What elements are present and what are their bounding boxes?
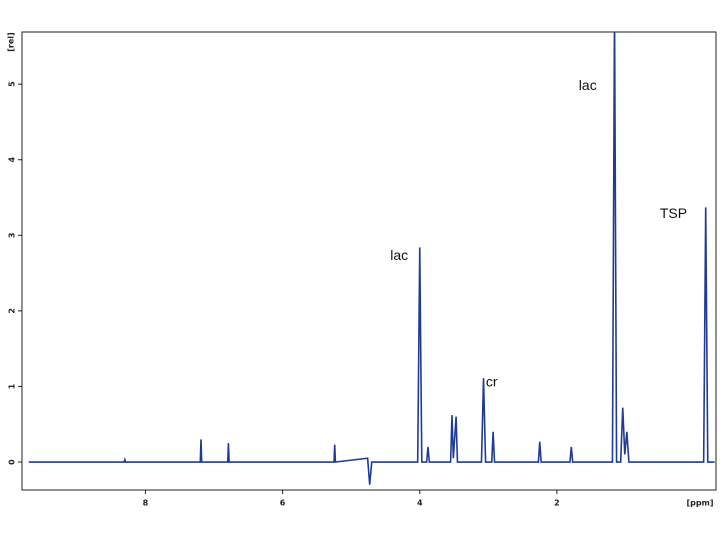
- plot-area: [28, 32, 715, 485]
- plot-frame: [21, 31, 717, 491]
- y-tick-label: 5: [8, 81, 17, 87]
- annotation: TSP: [660, 205, 687, 221]
- x-tick-label: 2: [554, 499, 560, 508]
- annotation: lac: [390, 247, 408, 263]
- y-tick-label: 2: [8, 308, 17, 314]
- x-tick-label: 6: [280, 499, 286, 508]
- annotation: cr: [486, 373, 498, 389]
- y-tick-label: 0: [8, 459, 17, 465]
- y-axis-label: [rel]: [7, 32, 16, 51]
- spectrum-line: [28, 32, 715, 485]
- y-tick-label: 3: [8, 233, 17, 239]
- x-tick-label: 4: [417, 499, 423, 508]
- y-tick-label: 1: [8, 383, 17, 389]
- x-tick-label: 8: [143, 499, 149, 508]
- y-tick-label: 4: [8, 157, 17, 163]
- x-axis-label: [ppm]: [686, 499, 713, 508]
- annotation: lac: [579, 77, 597, 93]
